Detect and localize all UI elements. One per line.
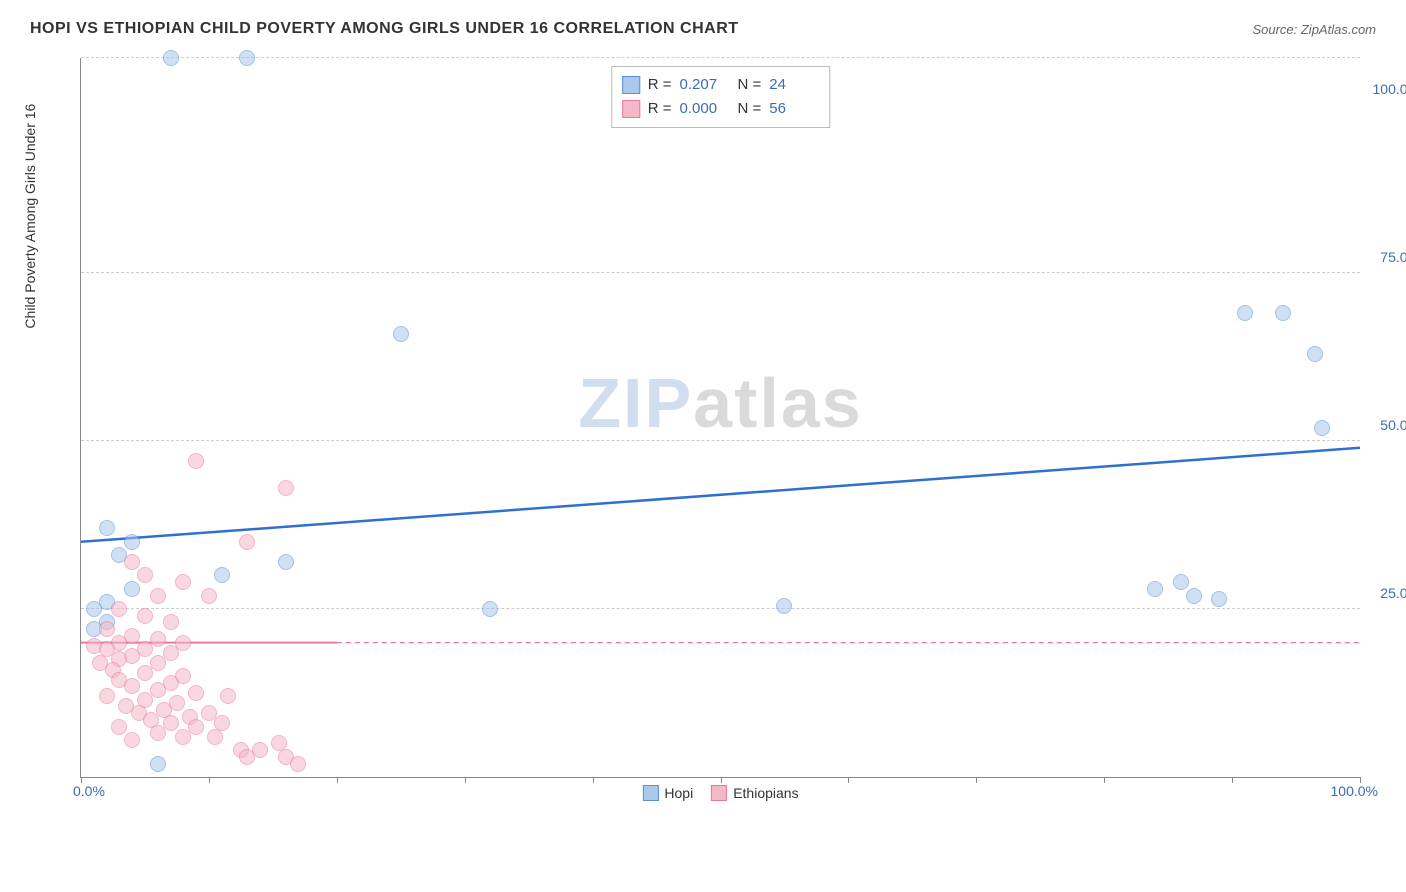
- scatter-point: [124, 554, 140, 570]
- scatter-point: [124, 732, 140, 748]
- scatter-point: [175, 574, 191, 590]
- scatter-point: [239, 534, 255, 550]
- scatter-point: [278, 554, 294, 570]
- x-tick: [1232, 777, 1233, 783]
- x-tick: [1104, 777, 1105, 783]
- y-tick-label: 100.0%: [1373, 81, 1406, 97]
- h-gridline: [81, 608, 1360, 609]
- watermark-zip: ZIP: [578, 364, 693, 442]
- x-tick-right: 100.0%: [1331, 783, 1378, 799]
- header-row: HOPI VS ETHIOPIAN CHILD POVERTY AMONG GI…: [30, 20, 1376, 38]
- series-legend-hopi: Hopi: [642, 785, 693, 801]
- scatter-point: [99, 688, 115, 704]
- scatter-point: [1314, 420, 1330, 436]
- scatter-point: [124, 678, 140, 694]
- scatter-point: [175, 729, 191, 745]
- legend-n-label2: N =: [738, 97, 762, 121]
- scatter-point: [776, 598, 792, 614]
- scatter-point: [137, 567, 153, 583]
- legend-r-label2: R =: [648, 97, 672, 121]
- scatter-point: [1307, 346, 1323, 362]
- swatch-ethiopians: [622, 100, 640, 118]
- x-tick: [1360, 777, 1361, 783]
- scatter-point: [201, 588, 217, 604]
- h-gridline: [81, 57, 1360, 58]
- scatter-point: [150, 588, 166, 604]
- scatter-point: [239, 749, 255, 765]
- x-tick: [465, 777, 466, 783]
- scatter-point: [111, 719, 127, 735]
- scatter-point: [393, 326, 409, 342]
- scatter-point: [150, 725, 166, 741]
- x-tick: [337, 777, 338, 783]
- legend-n-label: N =: [738, 73, 762, 97]
- series-legend-ethiopians: Ethiopians: [711, 785, 798, 801]
- x-tick: [81, 777, 82, 783]
- legend-n-hopi: 24: [769, 73, 819, 97]
- chart-container: HOPI VS ETHIOPIAN CHILD POVERTY AMONG GI…: [0, 0, 1406, 892]
- scatter-point: [278, 480, 294, 496]
- y-tick-label: 25.0%: [1380, 585, 1406, 601]
- x-tick: [721, 777, 722, 783]
- scatter-point: [207, 729, 223, 745]
- watermark: ZIPatlas: [578, 363, 862, 443]
- series-legend: Hopi Ethiopians: [642, 785, 798, 801]
- x-tick: [209, 777, 210, 783]
- scatter-point: [1275, 305, 1291, 321]
- watermark-atlas: atlas: [693, 364, 863, 442]
- scatter-point: [1186, 588, 1202, 604]
- legend-r-eth: 0.000: [680, 97, 730, 121]
- scatter-point: [137, 608, 153, 624]
- y-axis-label: Child Poverty Among Girls Under 16: [22, 104, 38, 329]
- scatter-point: [86, 601, 102, 617]
- legend-r-hopi: 0.207: [680, 73, 730, 97]
- legend-row-hopi: R = 0.207 N = 24: [622, 73, 820, 97]
- scatter-point: [111, 601, 127, 617]
- scatter-point: [220, 688, 236, 704]
- chart-area: Child Poverty Among Girls Under 16 ZIPat…: [50, 48, 1380, 818]
- scatter-point: [163, 50, 179, 66]
- h-gridline: [81, 272, 1360, 273]
- series-swatch-hopi: [642, 785, 658, 801]
- scatter-point: [99, 621, 115, 637]
- y-tick-label: 75.0%: [1380, 249, 1406, 265]
- chart-source: Source: ZipAtlas.com: [1252, 22, 1376, 37]
- swatch-hopi: [622, 76, 640, 94]
- scatter-point: [290, 756, 306, 772]
- scatter-point: [188, 453, 204, 469]
- scatter-point: [1211, 591, 1227, 607]
- h-gridline: [81, 440, 1360, 441]
- scatter-point: [124, 534, 140, 550]
- x-tick: [848, 777, 849, 783]
- correlation-legend: R = 0.207 N = 24 R = 0.000 N = 56: [611, 66, 831, 128]
- scatter-point: [124, 581, 140, 597]
- x-tick-left: 0.0%: [73, 783, 105, 799]
- scatter-point: [239, 50, 255, 66]
- x-tick: [976, 777, 977, 783]
- series-label-hopi: Hopi: [664, 785, 693, 801]
- x-tick: [593, 777, 594, 783]
- scatter-point: [214, 567, 230, 583]
- scatter-point: [163, 614, 179, 630]
- scatter-point: [137, 665, 153, 681]
- scatter-point: [188, 685, 204, 701]
- legend-row-ethiopians: R = 0.000 N = 56: [622, 97, 820, 121]
- chart-title: HOPI VS ETHIOPIAN CHILD POVERTY AMONG GI…: [30, 20, 739, 38]
- y-tick-label: 50.0%: [1380, 417, 1406, 433]
- series-label-eth: Ethiopians: [733, 785, 798, 801]
- scatter-point: [1237, 305, 1253, 321]
- trend-lines: [81, 58, 1360, 777]
- scatter-point: [99, 520, 115, 536]
- legend-r-label: R =: [648, 73, 672, 97]
- plot-region: ZIPatlas R = 0.207 N = 24 R = 0.000 N = …: [80, 58, 1360, 778]
- scatter-point: [150, 756, 166, 772]
- scatter-point: [482, 601, 498, 617]
- scatter-point: [1173, 574, 1189, 590]
- scatter-point: [1147, 581, 1163, 597]
- series-swatch-ethiopians: [711, 785, 727, 801]
- legend-n-eth: 56: [769, 97, 819, 121]
